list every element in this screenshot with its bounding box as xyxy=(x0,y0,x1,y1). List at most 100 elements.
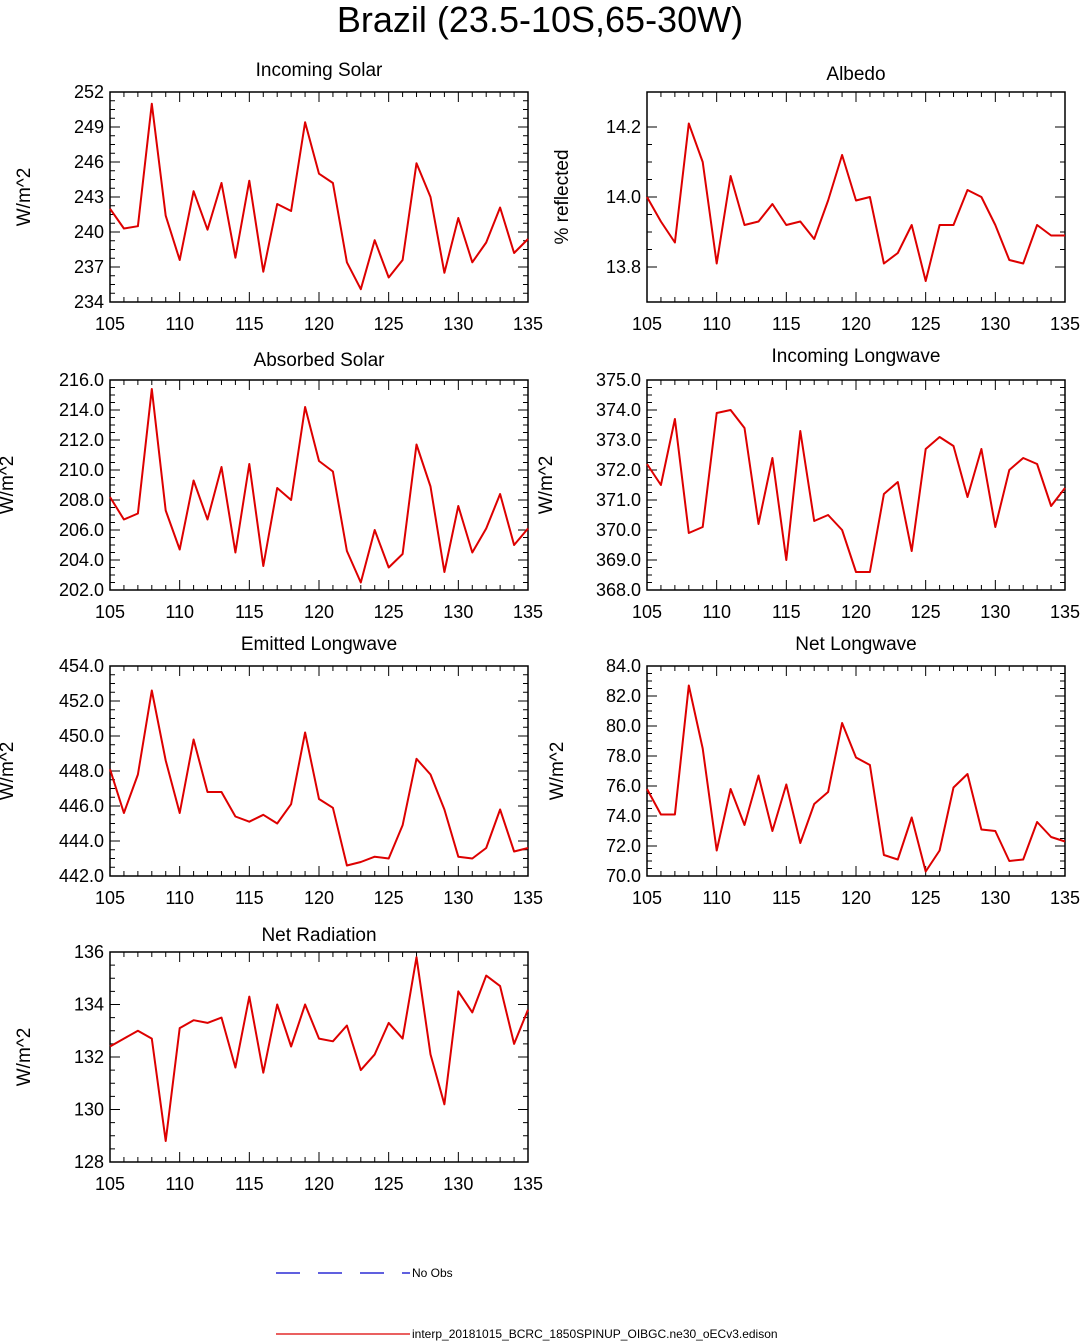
plot-frame xyxy=(646,379,1066,591)
x-tick-label: 110 xyxy=(165,602,194,622)
x-tick-label: 110 xyxy=(165,888,194,908)
y-tick-label: 130 xyxy=(74,1100,104,1120)
page-title: Brazil (23.5-10S,65-30W) xyxy=(336,0,744,40)
y-tick-label: 210.0 xyxy=(59,460,104,480)
y-tick-label: 76.0 xyxy=(606,776,641,796)
plot-frame xyxy=(109,91,529,303)
plot-frame xyxy=(109,951,529,1163)
chart-title: Emitted Longwave xyxy=(241,634,397,655)
y-tick-label: 72.0 xyxy=(606,836,641,856)
x-tick-label: 115 xyxy=(235,314,264,334)
y-tick-label: 14.0 xyxy=(606,187,641,207)
chart-title: Net Longwave xyxy=(795,634,916,655)
x-tick-label: 110 xyxy=(702,602,731,622)
x-tick-label: 130 xyxy=(980,602,1010,622)
x-tick-label: 115 xyxy=(235,1174,264,1194)
x-tick-label: 125 xyxy=(374,888,404,908)
series-line xyxy=(109,689,529,867)
y-tick-label: 444.0 xyxy=(59,831,104,851)
y-tick-label: 368.0 xyxy=(596,580,641,600)
y-axis-label: W/m^2 xyxy=(547,742,568,801)
y-tick-label: 246 xyxy=(74,152,104,172)
y-tick-label: 82.0 xyxy=(606,686,641,706)
x-tick-label: 125 xyxy=(911,888,941,908)
y-tick-label: 216.0 xyxy=(59,370,104,390)
x-tick-label: 110 xyxy=(165,1174,194,1194)
chart-title: Net Radiation xyxy=(261,925,376,946)
series-line xyxy=(646,684,1066,873)
x-tick-label: 130 xyxy=(980,314,1010,334)
legend-label-no-obs: No Obs xyxy=(412,1266,453,1280)
series-line xyxy=(646,409,1066,573)
chart-title: Absorbed Solar xyxy=(254,350,386,371)
y-axis-label: W/m^2 xyxy=(0,742,18,801)
x-tick-label: 125 xyxy=(374,314,404,334)
x-tick-label: 115 xyxy=(235,888,264,908)
chart-title: Incoming Longwave xyxy=(772,346,941,367)
y-tick-label: 212.0 xyxy=(59,430,104,450)
y-tick-label: 375.0 xyxy=(596,370,641,390)
chart-title: Albedo xyxy=(826,64,885,85)
y-axis-label: W/m^2 xyxy=(14,1028,35,1087)
chart-panel-7: Net Radiation W/m^2 105 110 115 120 125 130 135 1… xyxy=(14,925,543,1194)
legend: No Obs interp_20181015_BCRC_1850SPINUP_OI… xyxy=(276,1266,778,1341)
x-tick-label: 130 xyxy=(443,314,473,334)
x-tick-label: 135 xyxy=(1050,888,1080,908)
y-tick-label: 70.0 xyxy=(606,866,641,886)
y-tick-label: 452.0 xyxy=(59,691,104,711)
y-tick-label: 450.0 xyxy=(59,726,104,746)
x-tick-label: 115 xyxy=(772,602,801,622)
legend-label-model: interp_20181015_BCRC_1850SPINUP_OIBGC.ne… xyxy=(412,1327,778,1341)
x-tick-label: 120 xyxy=(841,602,871,622)
x-tick-label: 125 xyxy=(911,602,941,622)
y-tick-label: 202.0 xyxy=(59,580,104,600)
y-tick-label: 237 xyxy=(74,257,104,277)
x-tick-label: 105 xyxy=(632,602,662,622)
y-tick-label: 80.0 xyxy=(606,716,641,736)
y-tick-label: 370.0 xyxy=(596,520,641,540)
x-tick-label: 105 xyxy=(95,314,125,334)
y-axis-label: W/m^2 xyxy=(0,456,18,515)
x-tick-label: 135 xyxy=(513,888,543,908)
series-line xyxy=(646,122,1065,282)
y-tick-label: 454.0 xyxy=(59,656,104,676)
y-tick-label: 369.0 xyxy=(596,550,641,570)
x-tick-label: 110 xyxy=(702,314,731,334)
y-axis-label: W/m^2 xyxy=(536,456,557,515)
x-tick-label: 135 xyxy=(1050,314,1080,334)
chart-title: Incoming Solar xyxy=(256,60,383,81)
x-tick-label: 135 xyxy=(1050,602,1080,622)
x-tick-label: 125 xyxy=(374,602,404,622)
y-axis-label: W/m^2 xyxy=(14,168,35,227)
y-tick-label: 372.0 xyxy=(596,460,641,480)
x-tick-label: 120 xyxy=(304,314,334,334)
chart-panel-3: Absorbed Solar W/m^2 105 110 115 120 125 130 135… xyxy=(0,350,543,622)
x-tick-label: 130 xyxy=(980,888,1010,908)
y-tick-label: 132 xyxy=(74,1047,104,1067)
series-line xyxy=(109,102,529,291)
y-tick-label: 136 xyxy=(74,942,104,962)
x-tick-label: 105 xyxy=(95,888,125,908)
y-tick-label: 448.0 xyxy=(59,761,104,781)
x-tick-label: 105 xyxy=(632,314,662,334)
y-tick-label: 252 xyxy=(74,82,104,102)
y-tick-label: 214.0 xyxy=(59,400,104,420)
y-tick-label: 373.0 xyxy=(596,430,641,450)
x-tick-label: 120 xyxy=(841,314,871,334)
chart-panel-6: Net Longwave W/m^2 105 110 115 120 125 130 135 70… xyxy=(547,634,1080,908)
plot-frame xyxy=(109,665,529,877)
x-tick-label: 130 xyxy=(443,888,473,908)
x-tick-label: 105 xyxy=(95,602,125,622)
y-tick-label: 208.0 xyxy=(59,490,104,510)
x-tick-label: 135 xyxy=(513,1174,543,1194)
y-tick-label: 84.0 xyxy=(606,656,641,676)
y-tick-label: 13.8 xyxy=(606,257,641,277)
x-tick-label: 130 xyxy=(443,1174,473,1194)
x-tick-label: 120 xyxy=(841,888,871,908)
chart-panel-2: Albedo % reflected 105 110 115 120 125 130 135 13… xyxy=(552,64,1080,334)
chart-panel-1: Incoming Solar W/m^2 105 110 115 120 125 130 135… xyxy=(14,60,543,334)
x-tick-label: 115 xyxy=(772,314,801,334)
series-line xyxy=(109,956,529,1142)
x-tick-label: 135 xyxy=(513,602,543,622)
